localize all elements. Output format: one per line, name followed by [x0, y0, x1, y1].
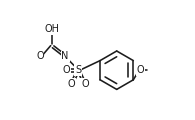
Text: N: N	[61, 51, 69, 61]
Text: O: O	[81, 79, 89, 89]
Text: O: O	[62, 65, 70, 75]
Text: S: S	[75, 65, 81, 75]
Text: O: O	[68, 79, 75, 89]
Text: O: O	[36, 51, 44, 61]
Text: OH: OH	[44, 24, 59, 34]
Text: O: O	[137, 65, 144, 75]
